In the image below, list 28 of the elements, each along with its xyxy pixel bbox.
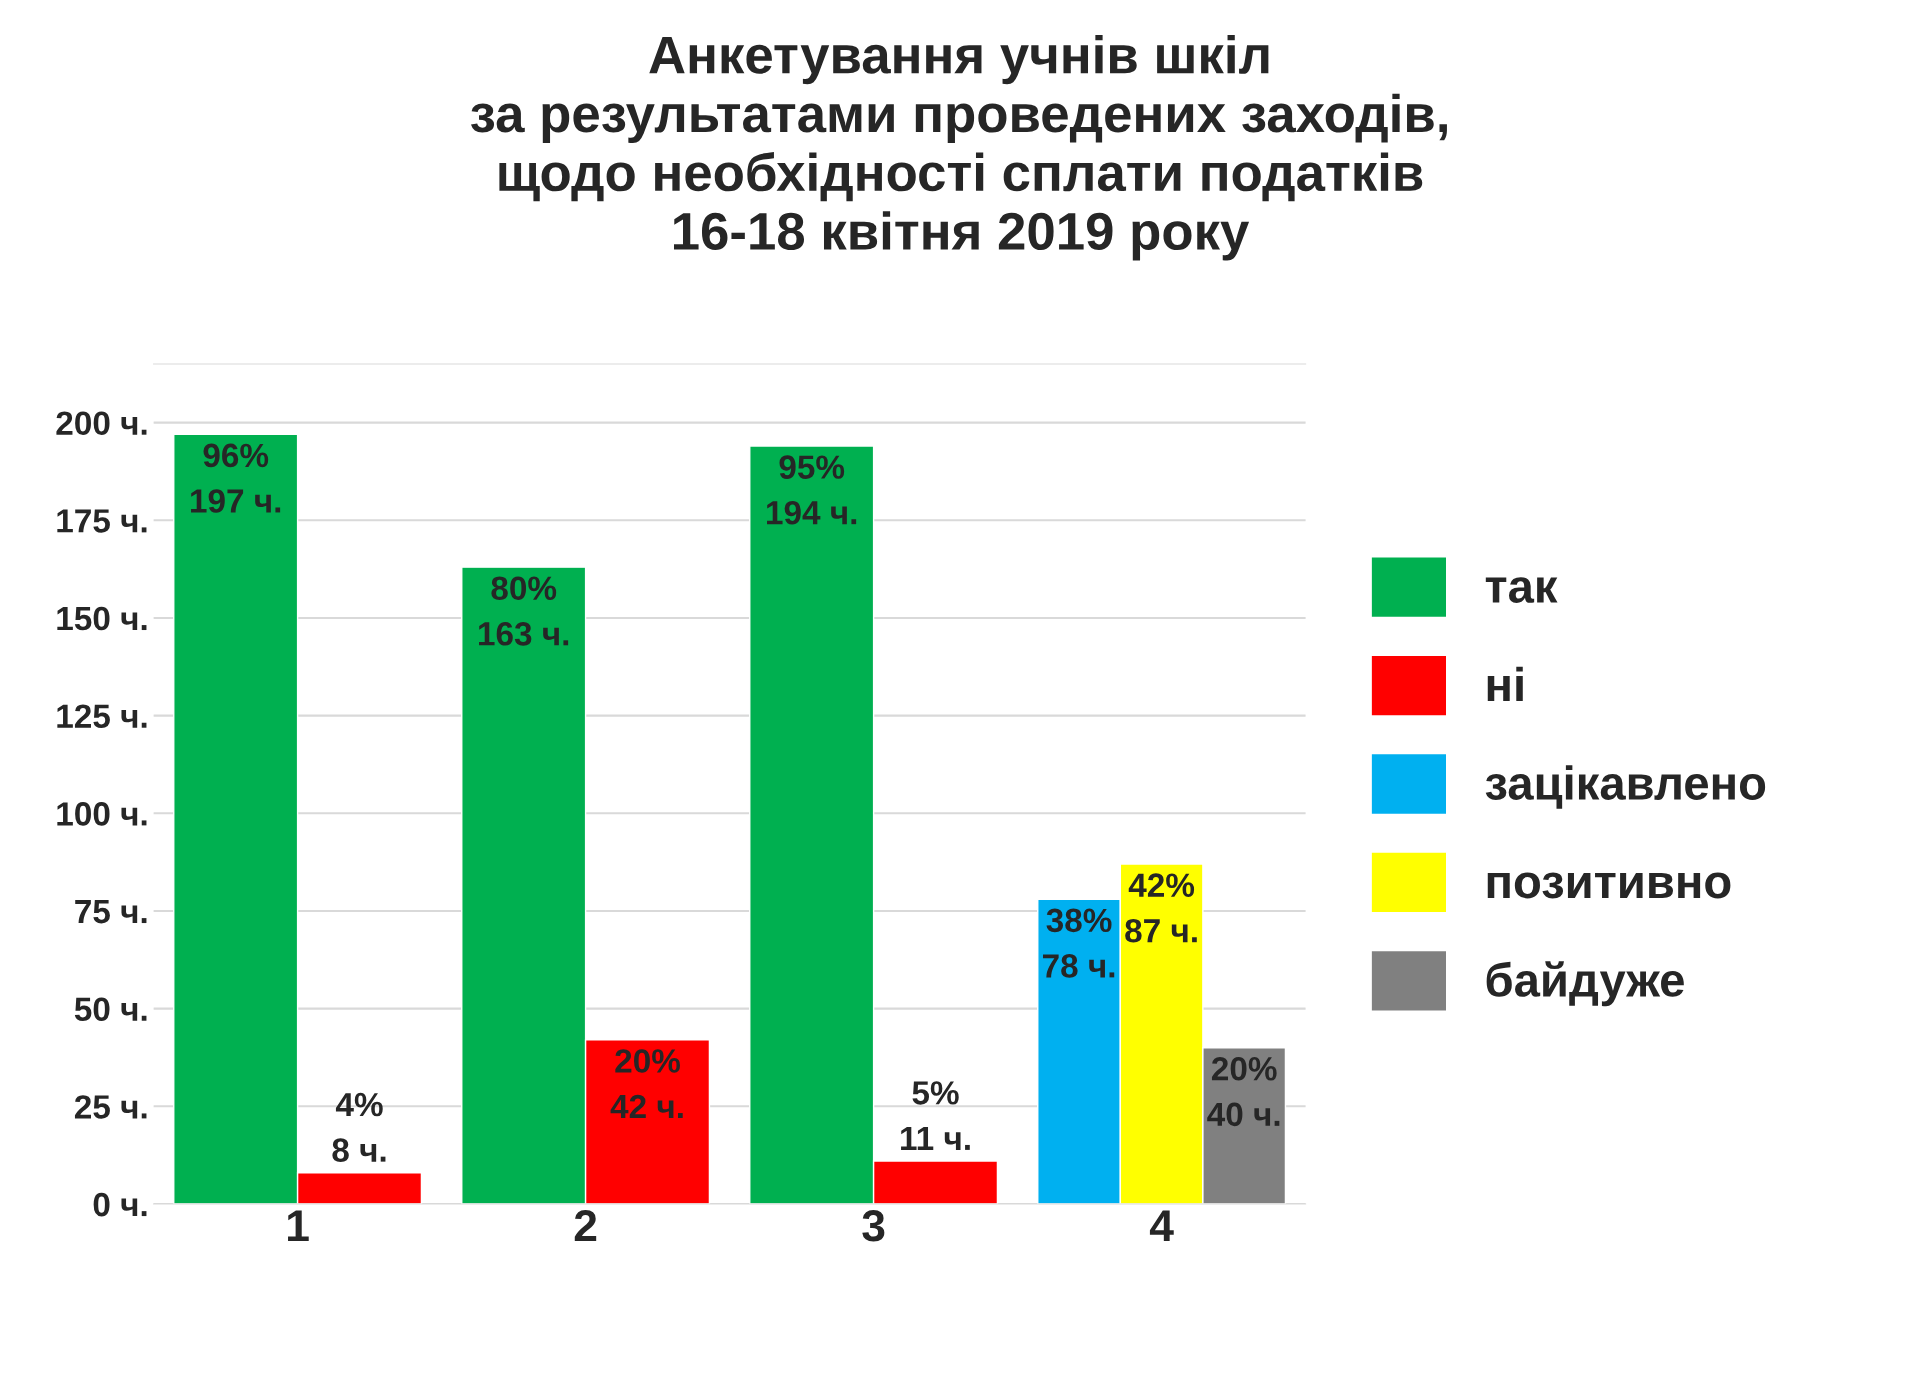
y-tick-label: 125 ч. [57,704,147,729]
y-tick-label: 75 ч. [75,900,147,924]
x-tick-label: 4 [1149,1210,1174,1242]
data-label: 5% 11 ч. [901,1081,970,1150]
data-label: 95% 194 ч. [767,455,857,525]
legend-label: зацікавлено [1485,765,1766,809]
data-label: 20% 42 ч. [610,1049,683,1119]
legend-label: байдуже [1486,961,1684,1007]
x-tick-label: 2 [574,1210,597,1242]
y-tick-label: 25 ч. [74,1095,147,1119]
data-label: 42% 87 ч. [1125,873,1197,943]
y-tick-label: 150 ч. [57,606,147,631]
x-tick-label: 1 [288,1210,309,1242]
legend-label: так [1485,577,1558,604]
chart-title: Анкетування учнів шкіл за результатами проведених заходів, щодо необхідності сплати податків 16-18 квітня 2019 року [470,35,1447,261]
legend-label: позитивно [1487,872,1731,899]
legend-label: ні [1487,666,1523,702]
y-tick-label: 0 ч. [93,1192,147,1217]
x-tick-label: 3 [862,1210,885,1242]
data-label: 4% 8 ч. [332,1092,386,1162]
data-label: 80% 163 ч. [479,576,569,646]
data-label: 38% 78 ч. [1043,908,1115,978]
y-tick-label: 50 ч. [74,997,147,1022]
y-tick-label: 200 ч. [56,411,147,436]
y-tick-label: 100 ч. [57,802,147,826]
data-label: 20% 40 ч. [1207,1057,1280,1127]
y-tick-label: 175 ч. [57,509,147,533]
data-label: 96% 197 ч. [191,443,281,513]
